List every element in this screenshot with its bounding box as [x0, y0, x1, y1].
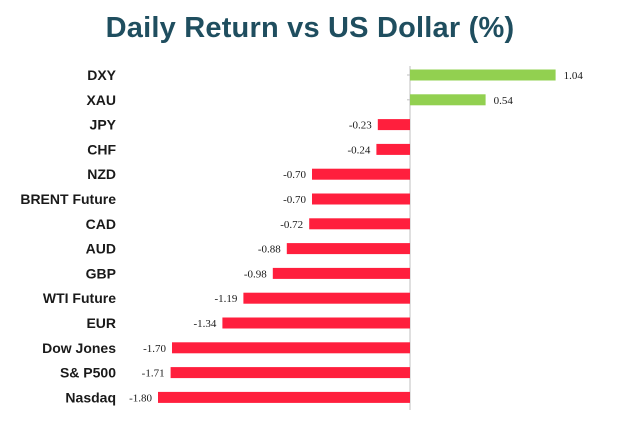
category-label: CHF [87, 141, 116, 157]
category-label: Dow Jones [42, 340, 116, 356]
category-label: DXY [87, 67, 116, 83]
category-label: S& P500 [60, 365, 116, 381]
bar-nasdaq [158, 391, 410, 403]
bar-s-p500 [170, 367, 410, 379]
category-label: CAD [86, 216, 116, 232]
value-label: -0.72 [280, 219, 303, 231]
category-label: JPY [90, 117, 117, 133]
labels-layer: DXY 1.04 XAU 0.54 JPY -0.23 CHF -0.24 NZD -0.70 BR… [20, 67, 583, 405]
bar-nzd [312, 168, 410, 180]
value-label: -1.70 [143, 343, 166, 355]
bar-gbp [272, 267, 410, 279]
category-label: GBP [86, 265, 116, 281]
value-label: 0.54 [494, 95, 514, 107]
value-label: -1.19 [214, 293, 237, 305]
bar-chf [376, 143, 410, 155]
category-label: EUR [86, 315, 116, 331]
axis-layer [407, 66, 411, 410]
bar-wti-future [243, 292, 410, 304]
category-label: BRENT Future [20, 191, 116, 207]
category-label: AUD [86, 241, 116, 257]
bar-aud [286, 243, 410, 255]
value-label: -0.98 [244, 268, 267, 280]
category-label: NZD [87, 166, 116, 182]
value-label: -0.24 [347, 144, 370, 156]
chart-title: Daily Return vs US Dollar (%) [105, 12, 515, 44]
bar-eur [222, 317, 410, 329]
bar-dxy [410, 69, 556, 81]
value-label: -0.70 [283, 169, 306, 181]
value-label: -0.23 [349, 120, 372, 132]
value-label: -1.80 [129, 392, 152, 404]
category-label: Nasdaq [65, 389, 116, 405]
value-label: -1.71 [142, 368, 165, 380]
bar-dow-jones [172, 342, 410, 354]
bar-xau [410, 94, 486, 106]
bars-layer [158, 69, 556, 403]
bar-cad [309, 218, 410, 230]
bar-jpy [377, 119, 410, 131]
value-label: -1.34 [193, 318, 216, 330]
category-label: WTI Future [43, 290, 116, 306]
category-label: XAU [86, 92, 116, 108]
value-label: 1.04 [564, 70, 584, 82]
value-label: -0.88 [258, 244, 281, 256]
value-label: -0.70 [283, 194, 306, 206]
bar-brent-future [312, 193, 410, 205]
